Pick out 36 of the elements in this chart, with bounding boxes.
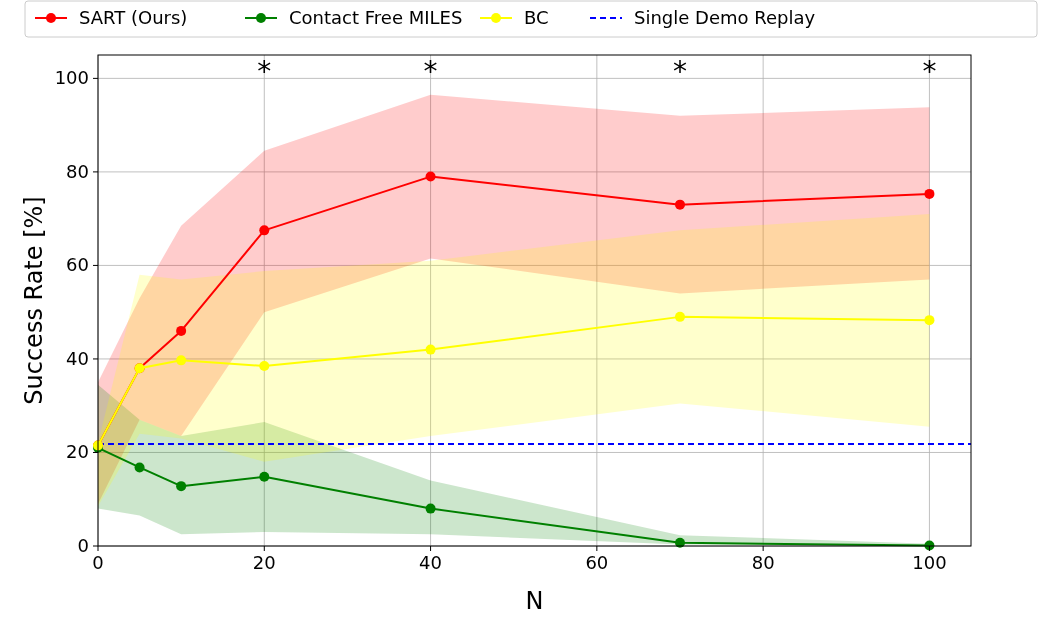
point [924, 315, 935, 326]
y-tick-label: 40 [66, 347, 89, 369]
point [176, 481, 187, 492]
y-tick-label: 20 [66, 441, 89, 463]
x-tick-label: 0 [92, 552, 104, 573]
annotation: * [922, 55, 937, 88]
point [259, 360, 270, 371]
point [425, 503, 436, 514]
point [176, 355, 187, 366]
x-tick-label: 80 [751, 552, 775, 573]
y-tick-label: 80 [66, 160, 89, 182]
y-tick-label: 100 [54, 67, 89, 89]
annotation: * [673, 55, 687, 88]
x-tick-label: 40 [419, 552, 443, 573]
point [176, 325, 187, 336]
legend-label: SART (Ours) [79, 7, 188, 28]
y-tick-label: 60 [66, 254, 89, 276]
annotation: * [257, 55, 272, 88]
point [675, 311, 685, 322]
x-tick-label: 20 [252, 552, 276, 573]
point [259, 225, 270, 236]
point [134, 462, 145, 473]
legend-label: BC [524, 7, 549, 28]
x-tick-label: 60 [585, 552, 609, 573]
annotation: * [423, 55, 438, 88]
y-axis-title: Success Rate [%] [20, 196, 48, 405]
point [675, 199, 685, 210]
legend-label: Contact Free MILES [289, 7, 463, 28]
x-axis-title: N [525, 587, 544, 615]
point [259, 471, 270, 482]
y-tick-label: 0 [77, 535, 89, 556]
point [425, 344, 436, 355]
point [924, 188, 935, 199]
point [425, 171, 436, 182]
x-tick-label: 100 [912, 552, 947, 573]
legend-label: Single Demo Replay [634, 7, 816, 28]
